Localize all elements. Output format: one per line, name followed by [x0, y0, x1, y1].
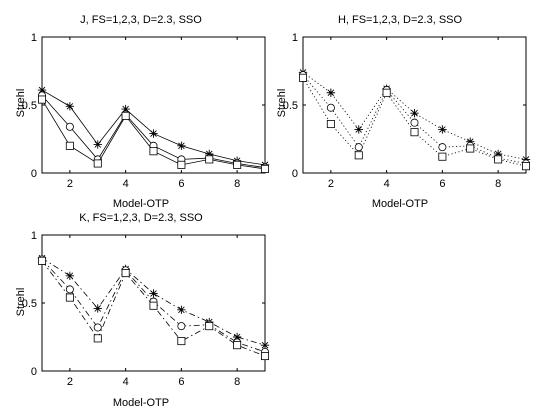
subplot-h-point-square: [354, 151, 363, 160]
subplot-h-point-circle: [438, 143, 447, 152]
subplot-h-point-circle: [326, 103, 335, 112]
subplot-j: J, FS=1,2,3, D=2.3, SSO Strehl Model-OTP…: [15, 14, 270, 210]
subplot-k: K, FS=1,2,3, D=2.3, SSO Strehl Model-OTP…: [15, 212, 270, 409]
subplot-h-point-square: [466, 144, 475, 153]
subplot-j-point-star: [149, 129, 158, 138]
subplot-k-point-square: [260, 352, 269, 361]
subplot-j-point-circle: [65, 122, 74, 131]
subplot-k-point-star: [93, 304, 102, 313]
subplot-j-point-square: [121, 111, 130, 120]
subplot-h-ytick-label: 0: [292, 168, 298, 180]
subplot-j-ylabel: Strehl: [15, 89, 27, 118]
subplot-j-point-square: [93, 159, 102, 168]
subplot-h-point-star: [466, 137, 475, 146]
subplot-k-plot: 2 4 6 8 0 0.5 1: [22, 230, 270, 388]
subplot-j-point-square: [38, 95, 47, 104]
subplot-k-point-square: [38, 256, 47, 265]
subplot-k-ytick-label: 0.5: [22, 298, 37, 310]
subplot-j-ytick-label: 1: [31, 32, 37, 44]
subplot-j-point-square: [260, 164, 269, 173]
subplot-j-point-star: [121, 104, 130, 114]
subplot-h-ytick-label: 0.5: [283, 100, 298, 112]
subplot-k-xtick-label: 8: [234, 376, 240, 388]
subplot-h-point-square: [382, 88, 391, 97]
subplot-h-point-star: [438, 125, 447, 134]
subplot-j-xtick-label: 8: [234, 178, 240, 190]
subplot-h-xtick-label: 6: [439, 178, 445, 190]
subplot-k-ytick-label: 0: [31, 366, 37, 378]
subplot-k-point-star: [232, 332, 242, 342]
subplot-j-ytick-label: 0.5: [22, 100, 37, 112]
subplot-k-point-square: [233, 341, 242, 350]
subplot-h-xtick-label: 4: [384, 178, 390, 190]
subplot-h-ytick-label: 1: [292, 32, 298, 44]
subplot-h-point-square: [494, 155, 503, 164]
subplot-k-point-star: [260, 340, 270, 350]
subplot-j-plot: 2 4 6 8 0 0.5 1: [22, 32, 270, 190]
subplot-k-point-square: [65, 293, 74, 302]
subplot-j-xtick-label: 4: [123, 178, 129, 190]
subplot-k-point-star: [65, 271, 75, 280]
subplot-h-point-star: [521, 155, 531, 164]
subplot-k-point-square: [121, 269, 130, 278]
subplot-j-point-star: [177, 141, 186, 150]
subplot-k-point-circle: [93, 323, 102, 332]
subplot-j-xtick-label: 2: [67, 178, 73, 190]
subplot-h-point-star: [410, 108, 419, 118]
subplot-j-point-square: [233, 160, 242, 169]
subplot-j-point-square: [65, 141, 74, 150]
subplot-h-point-star: [354, 125, 363, 134]
subplot-j-point-star: [205, 149, 214, 159]
subplot-k-ytick-label: 1: [31, 230, 37, 242]
subplot-k-point-circle: [177, 322, 186, 331]
subplot-j-xlabel: Model-OTP: [113, 198, 169, 210]
subplot-h-title: H, FS=1,2,3, D=2.3, SSO: [338, 14, 463, 26]
subplot-k-title: K, FS=1,2,3, D=2.3, SSO: [79, 212, 203, 224]
subplot-j-point-star: [65, 102, 75, 111]
subplot-j-point-star: [37, 85, 47, 95]
subplot-k-xlabel: Model-OTP: [113, 397, 169, 409]
subplot-h-ylabel: Strehl: [276, 89, 288, 118]
subplot-k-point-square: [93, 334, 102, 343]
subplot-h-point-star: [326, 88, 336, 97]
subplot-k-point-star: [149, 289, 158, 298]
subplot-h-point-circle: [410, 118, 419, 127]
subplot-h-plot: 2 4 6 8 0 0.5 1: [283, 32, 531, 190]
subplot-k-point-square: [205, 322, 214, 331]
subplot-j-xtick-label: 6: [178, 178, 184, 190]
subplot-j-ytick-label: 0: [31, 168, 37, 180]
subplot-h-point-square: [298, 73, 307, 82]
subplot-j-point-square: [205, 155, 214, 164]
subplot-h-point-star: [493, 149, 503, 159]
subplot-k-xtick-label: 6: [178, 376, 184, 388]
subplot-k-point-circle: [65, 285, 74, 294]
subplot-k-point-star: [177, 305, 186, 314]
subplot-j-point-star: [93, 140, 102, 149]
subplot-j-title: J, FS=1,2,3, D=2.3, SSO: [80, 14, 202, 26]
subplot-h-xlabel: Model-OTP: [372, 198, 428, 210]
subplot-h-point-circle: [354, 143, 363, 152]
subplot-h-xtick-label: 8: [495, 178, 501, 190]
subplot-k-point-square: [177, 337, 186, 346]
subplot-h-point-square: [410, 128, 419, 137]
subplot-k-ylabel: Strehl: [15, 288, 27, 317]
subplot-h-point-square: [326, 120, 335, 129]
subplot-k-point-square: [149, 301, 158, 310]
subplot-k-xtick-label: 2: [67, 376, 73, 388]
subplot-j-point-square: [149, 147, 158, 156]
subplot-k-xtick-label: 4: [123, 376, 129, 388]
subplot-h-point-square: [438, 152, 447, 161]
subplot-h: H, FS=1,2,3, D=2.3, SSO Strehl Model-OTP…: [276, 14, 531, 210]
subplot-k-series-star-line: [41, 257, 266, 346]
subplot-h-point-square: [522, 162, 531, 171]
subplot-j-point-square: [177, 160, 186, 169]
subplot-h-xtick-label: 2: [328, 178, 334, 190]
